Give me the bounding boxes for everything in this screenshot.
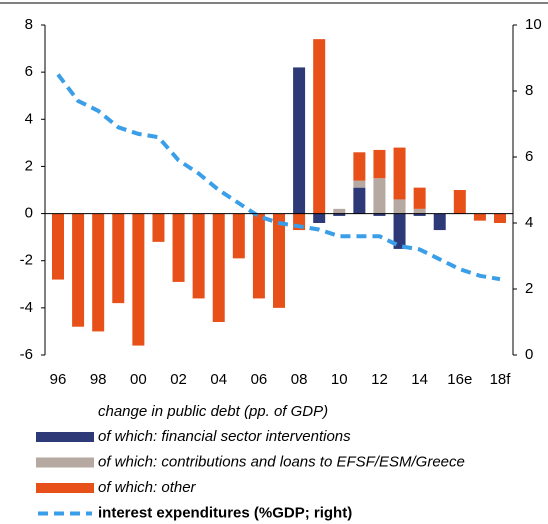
bar <box>333 208 346 214</box>
x-tick-label: 00 <box>130 371 147 388</box>
bar <box>353 180 366 188</box>
y-tick-label: -6 <box>20 346 33 363</box>
x-tick-label: 98 <box>90 371 107 388</box>
line <box>56 73 501 282</box>
y-tick-label: 6 <box>25 63 33 80</box>
bar <box>393 213 406 249</box>
legend-label: interest expenditures (%GDP; right) <box>98 504 352 521</box>
legend-label: of which: other <box>98 479 197 496</box>
x-tick-label: 96 <box>50 371 67 388</box>
bar <box>433 213 446 231</box>
bar <box>333 213 346 216</box>
y2-tick-label: 6 <box>525 148 533 165</box>
x-tick-label: 02 <box>170 371 187 388</box>
bar <box>413 187 426 209</box>
bar <box>413 213 426 216</box>
bar <box>494 213 506 223</box>
bar <box>92 213 105 332</box>
bar <box>393 147 406 200</box>
bar <box>353 187 366 214</box>
bar <box>453 190 466 214</box>
y2-tick-label: 8 <box>525 82 533 99</box>
bar <box>293 67 306 214</box>
x-tick-label: 06 <box>251 371 268 388</box>
bar <box>232 213 245 259</box>
bar <box>313 213 326 223</box>
bar <box>112 213 125 304</box>
bar <box>252 213 265 299</box>
legend-swatch <box>36 483 94 493</box>
bar <box>373 178 386 214</box>
x-tick-label: 10 <box>331 371 348 388</box>
legend-label: of which: contributions and loans to EFS… <box>98 453 465 470</box>
y-tick-label: -4 <box>20 299 33 316</box>
x-tick-label: 04 <box>210 371 227 388</box>
bar <box>393 199 406 214</box>
y2-tick-label: 0 <box>525 346 533 363</box>
y2-tick-label: 2 <box>525 280 533 297</box>
x-tick-label: 12 <box>371 371 388 388</box>
bar <box>132 213 145 346</box>
x-tick-label: 16e <box>447 371 472 388</box>
bar <box>373 213 386 216</box>
y2-tick-label: 10 <box>525 16 542 33</box>
bar <box>313 39 326 214</box>
bar <box>212 213 225 322</box>
legend-label: of which: financial sector interventions <box>98 428 351 445</box>
bar <box>273 213 285 308</box>
bar <box>152 213 165 242</box>
bar <box>413 208 426 214</box>
legend-swatch <box>36 432 94 442</box>
y-tick-label: 0 <box>25 205 33 222</box>
x-tick-label: 18f <box>490 371 512 388</box>
y-tick-label: 2 <box>25 157 33 174</box>
x-tick-label: 08 <box>291 371 308 388</box>
bar <box>72 213 85 327</box>
bar <box>172 213 185 282</box>
y2-tick-label: 4 <box>525 214 533 231</box>
y-tick-label: 4 <box>25 110 33 127</box>
x-tick-label: 14 <box>411 371 428 388</box>
legend-swatch <box>36 457 94 468</box>
bar <box>353 152 366 181</box>
y-tick-label: -2 <box>20 252 33 269</box>
bar <box>373 149 386 179</box>
bar <box>473 213 486 221</box>
bar <box>52 213 64 280</box>
legend-title: change in public debt (pp. of GDP) <box>98 403 328 420</box>
bar <box>192 213 205 299</box>
y-tick-label: 8 <box>25 16 33 33</box>
